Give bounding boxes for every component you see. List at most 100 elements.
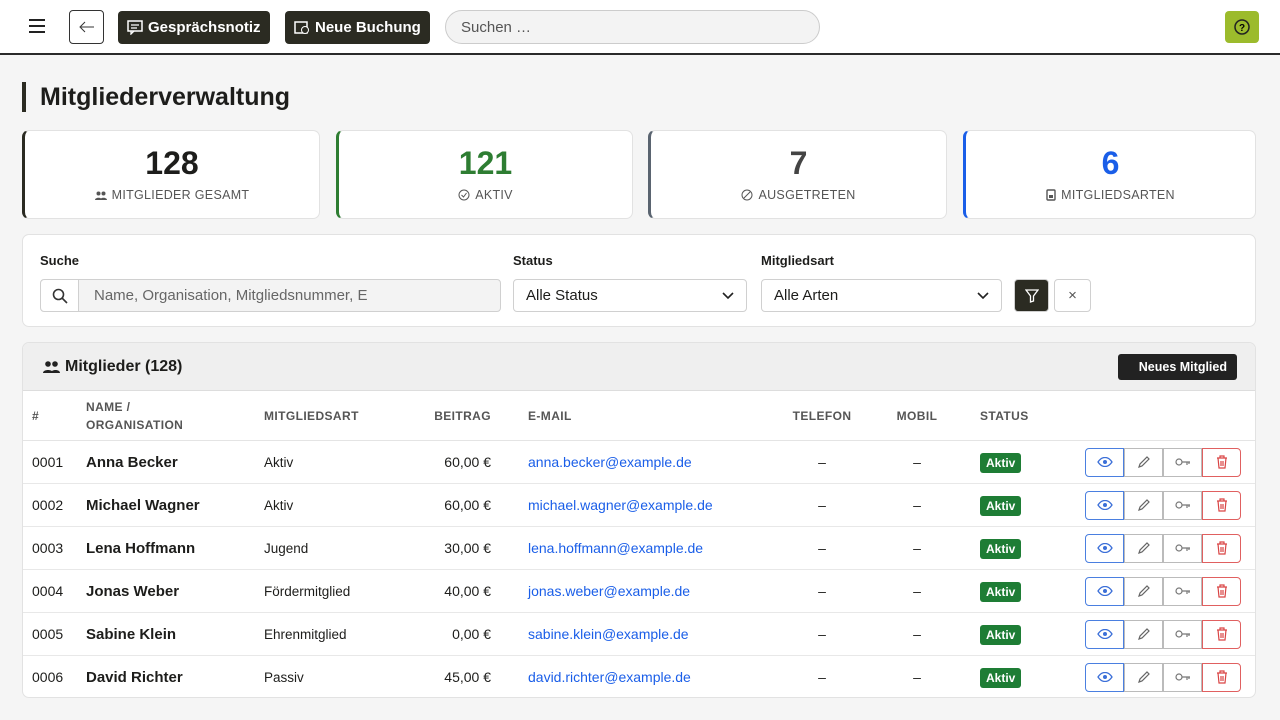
- menu-icon[interactable]: [28, 18, 46, 34]
- table-row: 0002 Michael Wagner Aktiv 60,00 € michael.wa…: [23, 484, 1255, 527]
- email[interactable]: michael.wagner@example.de: [528, 497, 713, 513]
- column-header-row: # NAME / ORGANISATION MITGLIEDSART BEITRAG E…: [23, 391, 1255, 441]
- filter-label: Mitgliedsart: [761, 253, 834, 268]
- icon: [1096, 629, 1113, 639]
- stat-value: 6: [1101, 145, 1120, 181]
- key-button[interactable]: [1163, 533, 1202, 563]
- table-body: 0001 Anna Becker Aktiv 60,00 € anna.becker@e…: [23, 441, 1255, 697]
- edit-button[interactable]: [1124, 533, 1163, 563]
- key-button[interactable]: [1163, 662, 1202, 692]
- mobile: –: [913, 583, 921, 599]
- status-cell: Aktiv: [953, 496, 1073, 516]
- stat-value: 7: [789, 145, 808, 181]
- member-id: 0006: [32, 669, 64, 685]
- icon: [1174, 458, 1190, 466]
- delete-button[interactable]: [1202, 490, 1241, 520]
- table-row: 0006 David Richter Passiv 45,00 € david.rich…: [23, 656, 1255, 697]
- table-header: Mitglieder (128) Neues Mitglied: [23, 343, 1255, 391]
- actions: [1085, 576, 1255, 606]
- edit-button[interactable]: [1124, 490, 1163, 520]
- delete-button[interactable]: [1202, 447, 1241, 477]
- new-member-button[interactable]: Neues Mitglied: [1117, 353, 1237, 380]
- icon: [1137, 628, 1150, 640]
- email[interactable]: sabine.klein@example.de: [528, 626, 689, 642]
- select-value: Alle Arten: [774, 287, 839, 304]
- button-label: Neue Buchung: [315, 19, 421, 36]
- key-button[interactable]: [1163, 447, 1202, 477]
- status-cell: Aktiv: [953, 582, 1073, 602]
- stat-label: AUSGETRETEN: [758, 188, 856, 202]
- view-button[interactable]: [1085, 447, 1124, 477]
- icon: [1137, 499, 1150, 511]
- svg-text:?: ?: [1239, 23, 1245, 34]
- status-badge: Aktiv: [980, 496, 1022, 516]
- stat-label-wrap: AUSGETRETEN: [651, 188, 946, 202]
- table-row: 0005 Sabine Klein Ehrenmitglied 0,00 € sabin…: [23, 613, 1255, 656]
- fee: 60,00 €: [444, 497, 491, 513]
- icon: [1216, 455, 1227, 469]
- filter-label: Status: [513, 253, 553, 268]
- email[interactable]: lena.hoffmann@example.de: [528, 540, 704, 556]
- back-button[interactable]: [69, 10, 104, 44]
- member-type: Aktiv: [264, 454, 294, 470]
- member-name: Jonas Weber: [86, 582, 180, 600]
- stat-label: MITGLIEDER GESAMT: [111, 188, 250, 202]
- email[interactable]: anna.becker@example.de: [528, 454, 692, 470]
- stat-label-wrap: AKTIV: [339, 188, 632, 202]
- member-id: 0004: [32, 583, 64, 599]
- icon: [1174, 501, 1190, 509]
- phone: –: [818, 454, 826, 470]
- type-select[interactable]: Alle Arten: [761, 279, 1002, 312]
- filter-button[interactable]: [1014, 279, 1049, 312]
- key-button[interactable]: [1163, 490, 1202, 520]
- reset-button[interactable]: ×: [1054, 279, 1091, 312]
- status-select[interactable]: Alle Status: [513, 279, 747, 312]
- member-name: David Richter: [86, 668, 183, 686]
- delete-button[interactable]: [1202, 533, 1241, 563]
- key-button[interactable]: [1163, 619, 1202, 649]
- stat-label-wrap: MITGLIEDER GESAMT: [25, 188, 319, 202]
- mobile: –: [913, 540, 921, 556]
- column-header: #: [32, 408, 40, 423]
- select-value: Alle Status: [526, 287, 598, 304]
- booking-button[interactable]: Neue Buchung: [285, 11, 430, 44]
- member-name: Sabine Klein: [86, 625, 177, 643]
- edit-button[interactable]: [1124, 576, 1163, 606]
- view-button[interactable]: [1085, 662, 1124, 692]
- email[interactable]: jonas.weber@example.de: [528, 583, 691, 599]
- member-type: Aktiv: [264, 497, 294, 513]
- delete-button[interactable]: [1202, 576, 1241, 606]
- filter-card: Suche Name, Organisation, Mitgliedsnumme…: [22, 234, 1256, 327]
- fee: 0,00 €: [452, 626, 491, 642]
- column-header: BEITRAG: [434, 408, 491, 423]
- column-header: E-MAIL: [528, 408, 572, 423]
- actions: [1085, 619, 1255, 649]
- edit-button[interactable]: [1124, 619, 1163, 649]
- button-label: Gesprächsnotiz: [148, 19, 261, 36]
- delete-button[interactable]: [1202, 662, 1241, 692]
- help-button[interactable]: ?: [1225, 11, 1259, 43]
- fee: 60,00 €: [444, 454, 491, 470]
- note-button[interactable]: Gesprächsnotiz: [118, 11, 270, 44]
- phone: –: [818, 497, 826, 513]
- stat-icon: [94, 191, 107, 200]
- delete-button[interactable]: [1202, 619, 1241, 649]
- edit-button[interactable]: [1124, 447, 1163, 477]
- icon: [1174, 544, 1190, 552]
- view-button[interactable]: [1085, 619, 1124, 649]
- view-button[interactable]: [1085, 490, 1124, 520]
- key-button[interactable]: [1163, 576, 1202, 606]
- actions: [1085, 490, 1255, 520]
- icon: [1216, 670, 1227, 684]
- email[interactable]: david.richter@example.de: [528, 669, 691, 685]
- global-search[interactable]: Suchen …: [445, 10, 820, 44]
- search-field[interactable]: Name, Organisation, Mitgliedsnummer, E: [40, 279, 501, 312]
- edit-button[interactable]: [1124, 662, 1163, 692]
- stat-icon: [1046, 189, 1056, 201]
- view-button[interactable]: [1085, 576, 1124, 606]
- actions: [1085, 447, 1255, 477]
- status-badge: Aktiv: [980, 625, 1022, 645]
- view-button[interactable]: [1085, 533, 1124, 563]
- mobile: –: [913, 454, 921, 470]
